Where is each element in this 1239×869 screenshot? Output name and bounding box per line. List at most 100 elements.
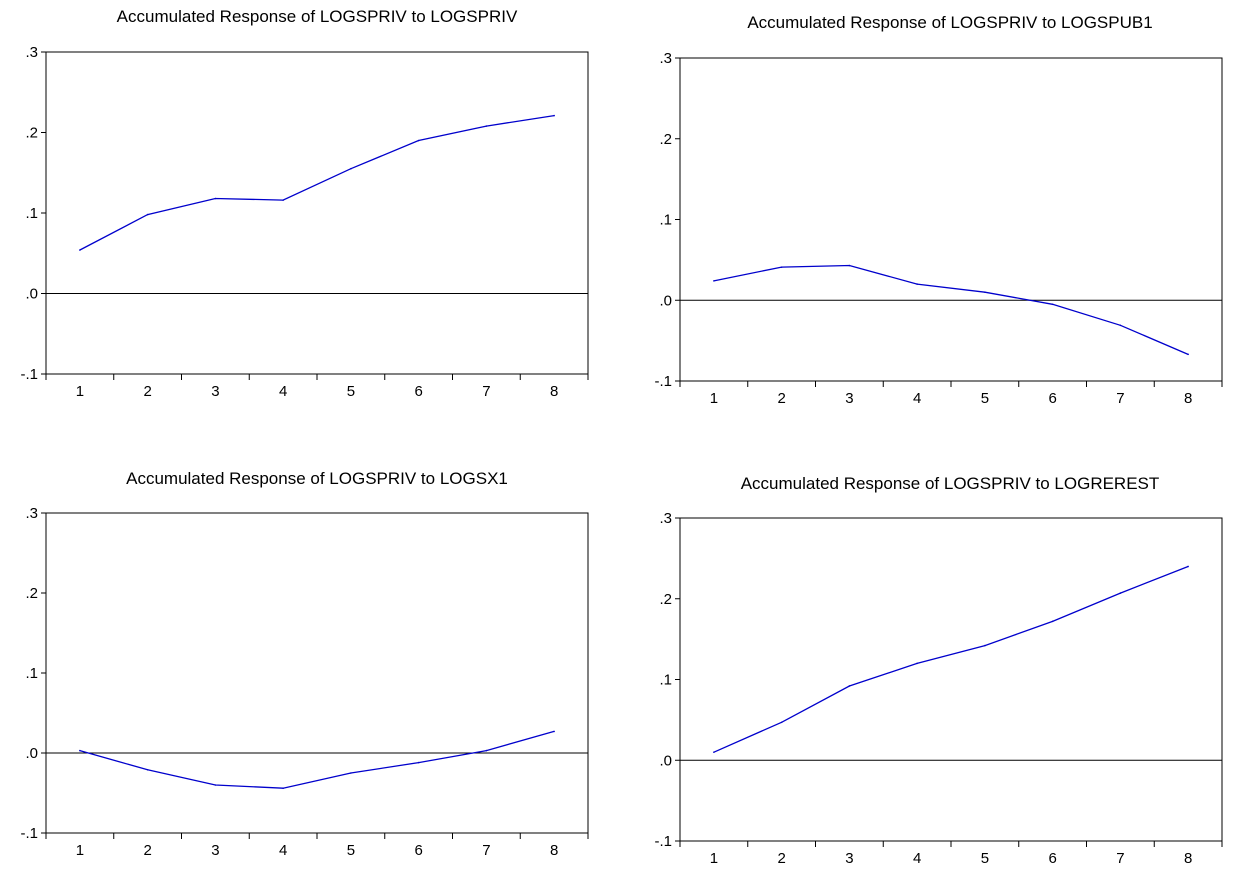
- data-point: [713, 280, 715, 282]
- data-point: [1119, 324, 1122, 327]
- data-point: [780, 266, 783, 268]
- y-tick-label: .1: [25, 665, 38, 682]
- y-tick-label: .0: [659, 752, 672, 769]
- data-point: [553, 730, 555, 733]
- x-tick-label: 2: [143, 842, 151, 859]
- y-tick-label: .2: [25, 585, 38, 602]
- y-tick-label: .1: [659, 212, 672, 229]
- data-point: [79, 249, 81, 251]
- x-tick-label: 1: [710, 850, 718, 867]
- y-tick-label: -.1: [20, 825, 38, 842]
- x-tick-label: 5: [347, 842, 355, 859]
- y-tick-label: .3: [659, 50, 672, 67]
- x-tick-label: 8: [550, 383, 558, 400]
- x-tick-label: 5: [347, 383, 355, 400]
- data-point: [417, 139, 420, 142]
- data-point: [1119, 592, 1122, 594]
- y-tick-label: -.1: [654, 833, 672, 850]
- y-tick-label: .0: [659, 292, 672, 309]
- series-line: [713, 264, 1189, 355]
- y-tick-label: -.1: [20, 366, 38, 383]
- data-point: [282, 787, 284, 789]
- data-point: [417, 761, 420, 764]
- y-tick-label: .3: [659, 510, 672, 527]
- plot-frame: [45, 51, 589, 375]
- x-tick-label: 4: [913, 850, 921, 867]
- y-tick-label: .0: [25, 745, 38, 762]
- data-point: [1051, 620, 1054, 623]
- data-point: [916, 662, 918, 665]
- x-tick-label: 5: [981, 850, 989, 867]
- data-point: [214, 784, 217, 786]
- x-tick-label: 8: [550, 842, 558, 859]
- data-point: [984, 644, 986, 647]
- chart-title: Accumulated Response of LOGSPRIV to LOGR…: [741, 474, 1160, 493]
- x-tick-label: 3: [211, 383, 219, 400]
- data-point: [713, 751, 715, 753]
- x-tick-label: 2: [143, 383, 151, 400]
- series-line: [79, 730, 555, 789]
- y-tick-label: .3: [25, 44, 38, 61]
- x-tick-label: 1: [76, 383, 84, 400]
- data-point: [146, 769, 149, 771]
- y-tick-label: .0: [25, 286, 38, 303]
- data-point: [350, 167, 352, 170]
- series-line: [713, 565, 1189, 753]
- x-tick-label: 3: [211, 842, 219, 859]
- x-tick-label: 7: [482, 842, 490, 859]
- x-tick-label: 7: [1116, 390, 1124, 407]
- data-point: [780, 721, 783, 724]
- x-tick-label: 2: [777, 390, 785, 407]
- data-point: [1187, 565, 1189, 568]
- plot-frame: [679, 57, 1223, 382]
- plot-frame: [679, 517, 1223, 842]
- y-tick-label: .1: [25, 205, 38, 222]
- x-tick-label: 2: [777, 850, 785, 867]
- x-tick-label: 6: [1048, 850, 1056, 867]
- data-point: [848, 264, 851, 267]
- x-tick-label: 6: [414, 842, 422, 859]
- plot-frame: [45, 512, 589, 834]
- chart-panel-2: Accumulated Response of LOGSPRIV to LOGS…: [654, 13, 1223, 407]
- chart-title: Accumulated Response of LOGSPRIV to LOGS…: [126, 469, 508, 488]
- data-point: [1187, 353, 1189, 356]
- x-tick-label: 6: [1048, 390, 1056, 407]
- x-tick-label: 4: [913, 390, 921, 407]
- x-tick-label: 8: [1184, 850, 1192, 867]
- x-tick-label: 6: [414, 383, 422, 400]
- y-tick-label: .2: [659, 131, 672, 148]
- data-point: [214, 197, 217, 200]
- y-tick-label: .2: [25, 125, 38, 142]
- y-tick-label: .1: [659, 672, 672, 689]
- x-tick-label: 7: [482, 383, 490, 400]
- data-point: [350, 772, 352, 774]
- y-tick-label: .2: [659, 591, 672, 608]
- series-line: [79, 114, 555, 251]
- chart-title: Accumulated Response of LOGSPRIV to LOGS…: [747, 13, 1152, 32]
- data-point: [146, 213, 149, 216]
- x-tick-label: 5: [981, 390, 989, 407]
- x-tick-label: 7: [1116, 850, 1124, 867]
- data-point: [848, 685, 851, 687]
- chart-panel-3: Accumulated Response of LOGSPRIV to LOGS…: [20, 469, 589, 859]
- y-tick-label: .3: [25, 505, 38, 522]
- data-point: [282, 199, 284, 201]
- x-tick-label: 4: [279, 383, 287, 400]
- y-tick-label: -.1: [654, 373, 672, 390]
- data-point: [485, 749, 488, 752]
- chart-panel-4: Accumulated Response of LOGSPRIV to LOGR…: [654, 474, 1223, 867]
- data-point: [1051, 303, 1054, 306]
- data-point: [984, 291, 986, 293]
- x-tick-label: 3: [845, 390, 853, 407]
- chart-title: Accumulated Response of LOGSPRIV to LOGS…: [117, 7, 518, 26]
- x-tick-label: 3: [845, 850, 853, 867]
- data-point: [916, 283, 918, 285]
- data-point: [79, 749, 81, 752]
- x-tick-label: 1: [710, 390, 718, 407]
- x-tick-label: 1: [76, 842, 84, 859]
- x-tick-label: 8: [1184, 390, 1192, 407]
- chart-panel-1: Accumulated Response of LOGSPRIV to LOGS…: [20, 7, 589, 400]
- data-point: [485, 125, 488, 127]
- data-point: [553, 114, 555, 117]
